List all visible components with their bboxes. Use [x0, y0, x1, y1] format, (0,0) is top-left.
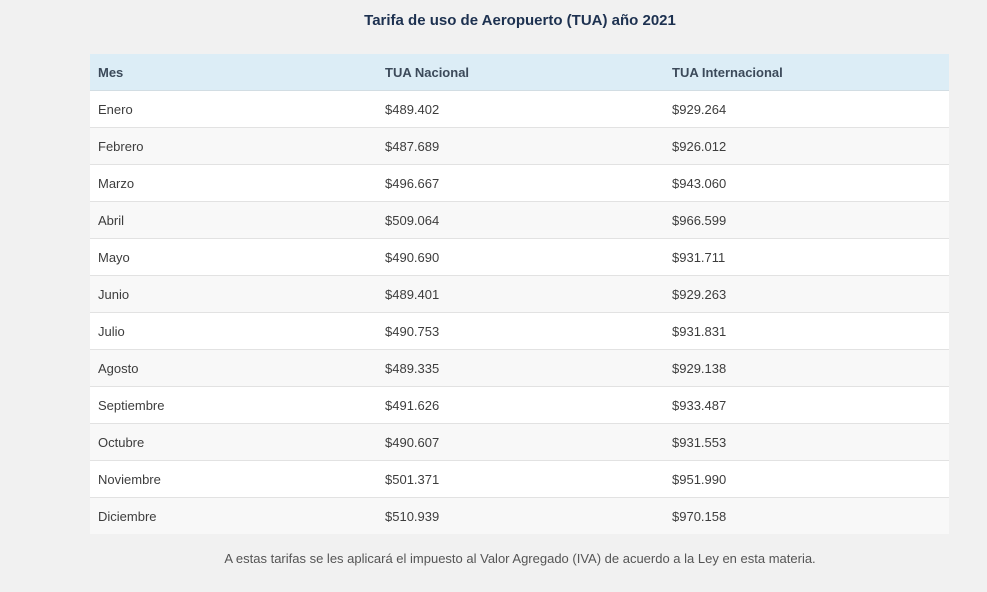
- cell-tua-nacional: $496.667: [377, 164, 664, 202]
- table-row: Marzo $496.667 $943.060: [90, 164, 949, 202]
- cell-month: Noviembre: [90, 460, 377, 498]
- cell-tua-internacional: $931.553: [664, 423, 949, 461]
- cell-tua-nacional: $489.335: [377, 349, 664, 387]
- cell-month: Diciembre: [90, 497, 377, 534]
- table-row: Febrero $487.689 $926.012: [90, 127, 949, 165]
- cell-month: Mayo: [90, 238, 377, 276]
- cell-month: Julio: [90, 312, 377, 350]
- cell-tua-nacional: $491.626: [377, 386, 664, 424]
- cell-month: Septiembre: [90, 386, 377, 424]
- cell-month: Febrero: [90, 127, 377, 165]
- table-row: Junio $489.401 $929.263: [90, 275, 949, 313]
- tua-table: Mes TUA Nacional TUA Internacional Enero…: [90, 54, 949, 534]
- header-tua-internacional: TUA Internacional: [664, 54, 949, 91]
- table-row: Noviembre $501.371 $951.990: [90, 460, 949, 498]
- cell-tua-internacional: $966.599: [664, 201, 949, 239]
- cell-tua-internacional: $970.158: [664, 497, 949, 534]
- cell-tua-internacional: $929.264: [664, 90, 949, 128]
- header-tua-nacional: TUA Nacional: [377, 54, 664, 91]
- cell-tua-internacional: $933.487: [664, 386, 949, 424]
- table-row: Diciembre $510.939 $970.158: [90, 497, 949, 534]
- cell-tua-internacional: $943.060: [664, 164, 949, 202]
- cell-tua-nacional: $501.371: [377, 460, 664, 498]
- cell-tua-nacional: $490.607: [377, 423, 664, 461]
- tua-table-container: Mes TUA Nacional TUA Internacional Enero…: [90, 54, 949, 534]
- cell-tua-nacional: $509.064: [377, 201, 664, 239]
- cell-tua-internacional: $929.263: [664, 275, 949, 313]
- cell-tua-internacional: $931.831: [664, 312, 949, 350]
- cell-month: Abril: [90, 201, 377, 239]
- cell-tua-internacional: $951.990: [664, 460, 949, 498]
- cell-tua-internacional: $931.711: [664, 238, 949, 276]
- cell-month: Marzo: [90, 164, 377, 202]
- table-row: Julio $490.753 $931.831: [90, 312, 949, 350]
- table-title: Tarifa de uso de Aeropuerto (TUA) año 20…: [364, 12, 676, 29]
- cell-tua-nacional: $489.402: [377, 90, 664, 128]
- table-row: Enero $489.402 $929.264: [90, 90, 949, 128]
- cell-tua-nacional: $510.939: [377, 497, 664, 534]
- cell-tua-nacional: $490.690: [377, 238, 664, 276]
- header-mes: Mes: [90, 54, 377, 91]
- table-body: Enero $489.402 $929.264 Febrero $487.689 $926…: [90, 90, 949, 534]
- table-row: Agosto $489.335 $929.138: [90, 349, 949, 387]
- cell-tua-nacional: $487.689: [377, 127, 664, 165]
- cell-month: Junio: [90, 275, 377, 313]
- cell-month: Octubre: [90, 423, 377, 461]
- cell-tua-nacional: $489.401: [377, 275, 664, 313]
- table-header-row: Mes TUA Nacional TUA Internacional: [90, 54, 949, 91]
- cell-tua-internacional: $929.138: [664, 349, 949, 387]
- table-row: Mayo $490.690 $931.711: [90, 238, 949, 276]
- cell-month: Agosto: [90, 349, 377, 387]
- cell-tua-nacional: $490.753: [377, 312, 664, 350]
- cell-month: Enero: [90, 90, 377, 128]
- iva-footnote: A estas tarifas se les aplicará el impue…: [224, 551, 816, 566]
- table-row: Abril $509.064 $966.599: [90, 201, 949, 239]
- cell-tua-internacional: $926.012: [664, 127, 949, 165]
- table-row: Septiembre $491.626 $933.487: [90, 386, 949, 424]
- table-row: Octubre $490.607 $931.553: [90, 423, 949, 461]
